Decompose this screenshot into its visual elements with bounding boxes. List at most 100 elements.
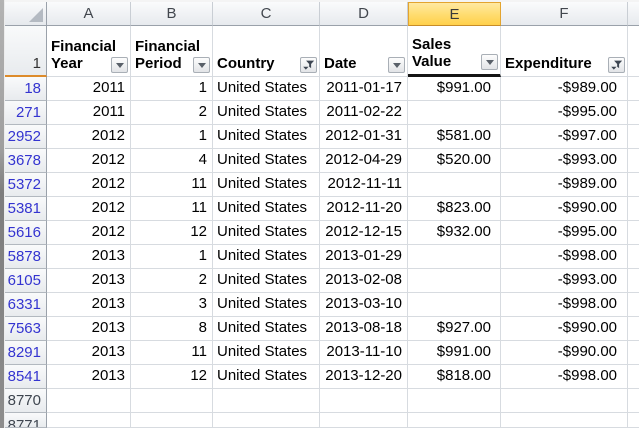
cell-year[interactable] [47, 413, 131, 428]
cell-expenditure[interactable]: -$993.00 [501, 269, 628, 293]
row-number-header[interactable]: 5381 [5, 197, 47, 221]
cell-year[interactable]: 2011 [47, 77, 131, 101]
cell-year[interactable]: 2011 [47, 101, 131, 125]
row-number-header[interactable]: 2952 [5, 125, 47, 149]
row-number-header[interactable]: 6105 [5, 269, 47, 293]
row-header-1[interactable]: 1 [5, 26, 47, 77]
cell-country[interactable]: United States [213, 245, 320, 269]
cell-sales[interactable]: $818.00 [408, 365, 501, 389]
cell-year[interactable]: 2012 [47, 149, 131, 173]
cell-period[interactable]: 4 [131, 149, 213, 173]
row-number-header[interactable]: 5372 [5, 173, 47, 197]
cell-country[interactable]: United States [213, 197, 320, 221]
column-header-c[interactable]: C [213, 2, 320, 26]
cell-country[interactable]: United States [213, 101, 320, 125]
cell-sales[interactable]: $991.00 [408, 341, 501, 365]
cell-expenditure[interactable]: -$989.00 [501, 173, 628, 197]
row-number-header[interactable]: 6331 [5, 293, 47, 317]
header-cell-year[interactable]: Financial Year [47, 26, 131, 77]
cell-date[interactable]: 2013-02-08 [320, 269, 408, 293]
cell-partial[interactable] [628, 269, 639, 293]
header-cell-date[interactable]: Date [320, 26, 408, 77]
row-number-header[interactable]: 8541 [5, 365, 47, 389]
filter-button[interactable] [608, 57, 625, 73]
cell-partial[interactable] [628, 245, 639, 269]
cell-date[interactable]: 2013-03-10 [320, 293, 408, 317]
cell-date[interactable]: 2013-12-20 [320, 365, 408, 389]
cell-partial[interactable] [628, 221, 639, 245]
cell-year[interactable]: 2013 [47, 317, 131, 341]
cell-country[interactable] [213, 413, 320, 428]
cell-year[interactable]: 2013 [47, 269, 131, 293]
select-all-corner[interactable] [5, 2, 47, 26]
cell-partial[interactable] [628, 413, 639, 428]
cell-period[interactable]: 1 [131, 125, 213, 149]
cell-sales[interactable] [408, 413, 501, 428]
cell-expenditure[interactable]: -$995.00 [501, 101, 628, 125]
cell-expenditure[interactable]: -$997.00 [501, 125, 628, 149]
cell-expenditure[interactable]: -$993.00 [501, 149, 628, 173]
cell-date[interactable]: 2013-11-10 [320, 341, 408, 365]
cell-country[interactable]: United States [213, 341, 320, 365]
row-number-header[interactable]: 3678 [5, 149, 47, 173]
filter-button[interactable] [193, 57, 210, 73]
filter-button[interactable] [111, 57, 128, 73]
cell-expenditure[interactable]: -$995.00 [501, 221, 628, 245]
cell-period[interactable]: 2 [131, 269, 213, 293]
cell-year[interactable]: 2012 [47, 221, 131, 245]
row-number-header[interactable]: 271 [5, 101, 47, 125]
row-number-header[interactable]: 7563 [5, 317, 47, 341]
cell-date[interactable] [320, 389, 408, 413]
cell-year[interactable]: 2012 [47, 125, 131, 149]
cell-date[interactable]: 2012-11-11 [320, 173, 408, 197]
cell-period[interactable]: 12 [131, 221, 213, 245]
cell-sales[interactable] [408, 173, 501, 197]
cell-year[interactable] [47, 389, 131, 413]
filter-button[interactable] [300, 57, 317, 73]
row-number-header[interactable]: 5878 [5, 245, 47, 269]
cell-partial[interactable] [628, 77, 639, 101]
cell-date[interactable]: 2011-02-22 [320, 101, 408, 125]
cell-period[interactable]: 3 [131, 293, 213, 317]
cell-period[interactable]: 1 [131, 245, 213, 269]
cell-date[interactable]: 2011-01-17 [320, 77, 408, 101]
cell-date[interactable]: 2012-11-20 [320, 197, 408, 221]
cell-sales[interactable]: $823.00 [408, 197, 501, 221]
row-number-header[interactable]: 8291 [5, 341, 47, 365]
cell-date[interactable]: 2012-04-29 [320, 149, 408, 173]
cell-year[interactable]: 2013 [47, 365, 131, 389]
cell-period[interactable]: 8 [131, 317, 213, 341]
column-header-d[interactable]: D [320, 2, 408, 26]
cell-sales[interactable] [408, 269, 501, 293]
column-header-f[interactable]: F [501, 2, 628, 26]
cell-date[interactable]: 2012-01-31 [320, 125, 408, 149]
cell-period[interactable]: 11 [131, 173, 213, 197]
cell-expenditure[interactable] [501, 413, 628, 428]
cell-partial[interactable] [628, 389, 639, 413]
cell-date[interactable] [320, 413, 408, 428]
column-header-partial[interactable] [628, 2, 639, 26]
cell-date[interactable]: 2012-12-15 [320, 221, 408, 245]
cell-country[interactable]: United States [213, 77, 320, 101]
cell-expenditure[interactable]: -$990.00 [501, 197, 628, 221]
cell-year[interactable]: 2013 [47, 341, 131, 365]
cell-period[interactable] [131, 389, 213, 413]
cell-year[interactable]: 2012 [47, 173, 131, 197]
filter-button[interactable] [388, 57, 405, 73]
cell-partial[interactable] [628, 365, 639, 389]
cell-country[interactable]: United States [213, 149, 320, 173]
cell-period[interactable]: 1 [131, 77, 213, 101]
header-cell-country[interactable]: Country [213, 26, 320, 77]
header-cell-sales[interactable]: Sales Value [408, 26, 501, 77]
header-cell-period[interactable]: Financial Period [131, 26, 213, 77]
cell-date[interactable]: 2013-01-29 [320, 245, 408, 269]
cell-period[interactable]: 12 [131, 365, 213, 389]
cell-partial[interactable] [628, 341, 639, 365]
cell-partial[interactable] [628, 149, 639, 173]
cell-sales[interactable] [408, 245, 501, 269]
cell-partial[interactable] [628, 173, 639, 197]
filter-button[interactable] [481, 54, 498, 70]
cell-period[interactable]: 11 [131, 341, 213, 365]
cell-sales[interactable]: $991.00 [408, 77, 501, 101]
row-number-header[interactable]: 18 [5, 77, 47, 101]
